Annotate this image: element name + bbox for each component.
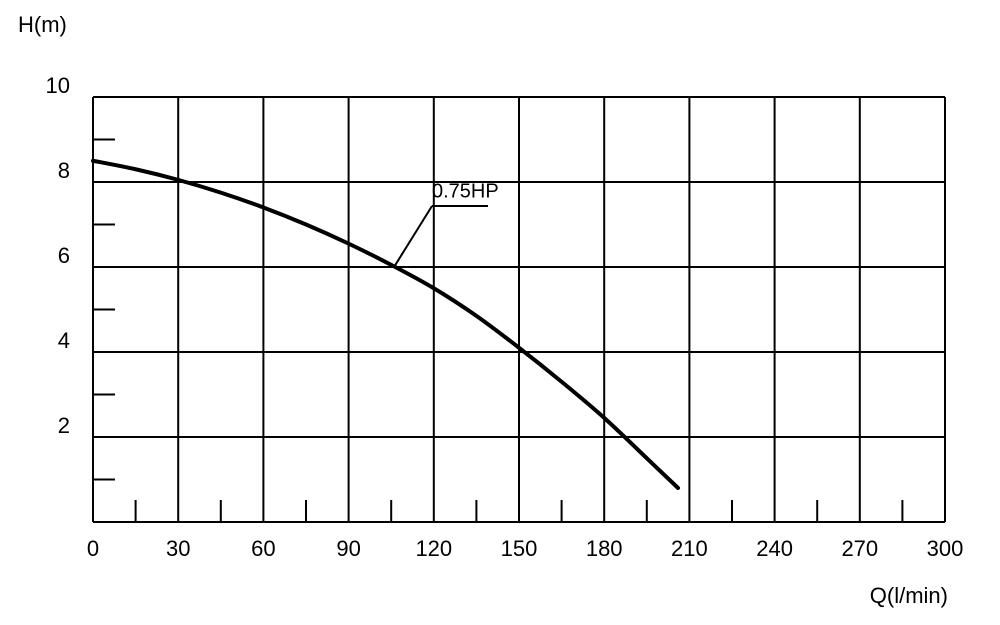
- x-tick-label: 150: [501, 536, 538, 561]
- x-tick-label: 60: [251, 536, 275, 561]
- x-tick-label: 30: [166, 536, 190, 561]
- x-tick-label: 0: [87, 536, 99, 561]
- x-tick-label: 240: [756, 536, 793, 561]
- y-tick-label: 4: [58, 328, 70, 353]
- y-tick-label: 6: [58, 243, 70, 268]
- curve: [91, 158, 681, 490]
- y-axis-label: H(m): [18, 12, 67, 37]
- x-tick-label: 180: [586, 536, 623, 561]
- y-tick-label: 2: [58, 413, 70, 438]
- annotation: 0.75HP: [432, 180, 499, 202]
- x-tick-label: 300: [927, 536, 964, 561]
- x-tick-label: 90: [336, 536, 360, 561]
- y-tick-label: 10: [46, 73, 70, 98]
- x-tick-label: 120: [415, 536, 452, 561]
- x-tick-label: 270: [841, 536, 878, 561]
- x-axis-label: Q(l/min): [870, 583, 948, 608]
- annotation-leader: [393, 205, 433, 268]
- y-tick-label: 8: [58, 158, 70, 183]
- x-tick-label: 210: [671, 536, 708, 561]
